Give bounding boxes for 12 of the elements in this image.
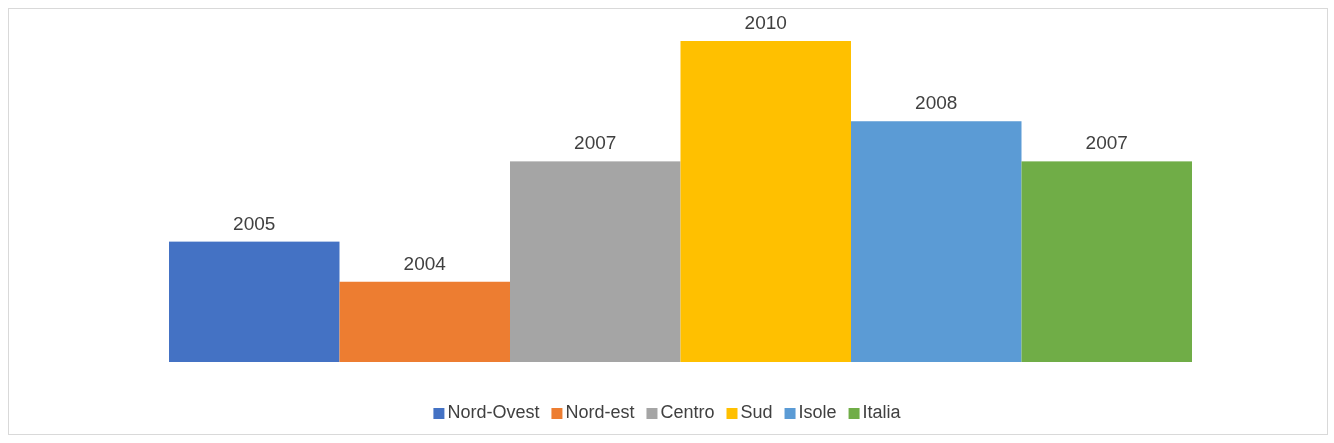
legend-label: Nord-Ovest [447, 402, 540, 422]
legend-label: Isole [798, 402, 837, 422]
data-label: 2005 [233, 212, 276, 234]
data-label: 2008 [915, 92, 958, 114]
legend-label: Nord-est [565, 402, 635, 422]
data-label: 2010 [744, 12, 787, 33]
legend-label: Centro [660, 402, 715, 422]
data-label: 2007 [1085, 132, 1128, 154]
data-label: 2004 [403, 252, 447, 274]
data-label: 2007 [574, 132, 617, 154]
legend-label: Sud [740, 402, 773, 422]
legend-label: Italia [862, 402, 902, 422]
